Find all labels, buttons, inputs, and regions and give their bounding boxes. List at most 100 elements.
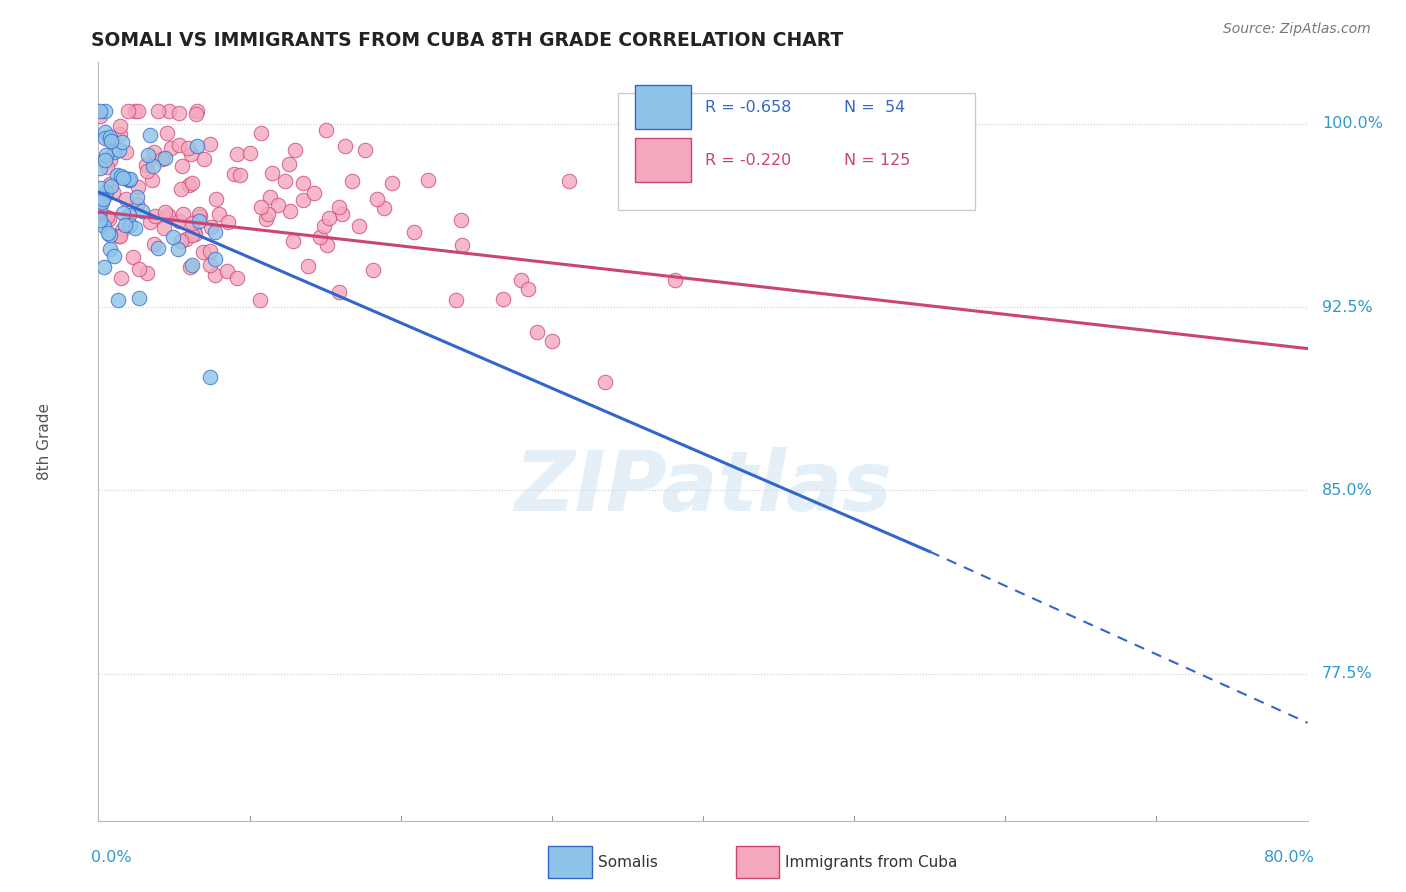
Point [98, 153, 121, 168]
Point [180, 258, 202, 272]
Point [112, 205, 135, 219]
Point [183, 224, 205, 238]
Point [187, 214, 209, 228]
Point [89, 204, 111, 219]
Text: N = 125: N = 125 [845, 153, 911, 168]
Point [593, 375, 616, 389]
Point [318, 211, 340, 225]
Point [190, 210, 212, 224]
Point [193, 152, 215, 166]
Point [259, 190, 281, 204]
Point [540, 334, 562, 349]
Point [179, 260, 201, 275]
Text: Immigrants from Cuba: Immigrants from Cuba [785, 855, 957, 870]
Point [249, 293, 271, 308]
Point [111, 135, 134, 149]
Point [186, 138, 208, 153]
Point [141, 172, 163, 186]
Point [204, 268, 226, 282]
Point [89, 203, 111, 218]
Point [280, 204, 302, 219]
FancyBboxPatch shape [636, 85, 690, 129]
Point [125, 190, 148, 204]
Point [169, 138, 191, 153]
Point [108, 120, 131, 134]
Point [127, 104, 149, 119]
Point [114, 219, 136, 233]
Point [124, 104, 146, 119]
Point [94, 153, 117, 168]
Point [180, 177, 202, 191]
Point [100, 178, 122, 192]
Point [135, 158, 157, 172]
FancyBboxPatch shape [619, 93, 976, 211]
Point [97, 212, 120, 227]
Point [143, 145, 166, 159]
Point [308, 230, 330, 244]
Point [207, 207, 229, 221]
Point [94, 185, 117, 199]
Text: SOMALI VS IMMIGRANTS FROM CUBA 8TH GRADE CORRELATION CHART: SOMALI VS IMMIGRANTS FROM CUBA 8TH GRADE… [91, 31, 844, 50]
Point [162, 229, 184, 244]
Point [160, 141, 183, 155]
Point [181, 227, 204, 242]
Text: R = -0.658: R = -0.658 [706, 100, 792, 115]
Point [128, 262, 150, 277]
Point [89, 104, 111, 119]
Text: Source: ZipAtlas.com: Source: ZipAtlas.com [1223, 22, 1371, 37]
Point [146, 241, 169, 255]
Point [157, 208, 180, 222]
Point [297, 259, 319, 273]
Point [111, 222, 134, 236]
Point [381, 176, 404, 190]
Point [215, 263, 238, 277]
Point [136, 164, 159, 178]
Point [291, 177, 314, 191]
Point [142, 159, 165, 173]
Point [224, 167, 246, 181]
Point [108, 229, 131, 244]
Point [100, 228, 122, 243]
Point [292, 193, 315, 207]
Point [250, 126, 273, 140]
Point [180, 146, 202, 161]
Point [89, 161, 111, 175]
Point [94, 125, 117, 139]
Point [157, 104, 180, 119]
Point [110, 270, 132, 285]
Point [98, 130, 121, 145]
Point [118, 218, 141, 232]
Text: ZIPatlas: ZIPatlas [515, 447, 891, 527]
Point [125, 197, 148, 211]
Point [225, 271, 247, 285]
Point [250, 200, 273, 214]
Point [94, 130, 117, 145]
Point [226, 147, 249, 161]
Point [100, 134, 122, 148]
Point [198, 136, 221, 151]
Point [91, 192, 114, 206]
Point [91, 190, 114, 204]
Point [517, 282, 540, 296]
Point [257, 207, 280, 221]
Point [108, 128, 131, 142]
Point [127, 180, 149, 194]
Point [260, 166, 283, 180]
Point [108, 229, 131, 244]
Point [98, 132, 121, 146]
Point [229, 168, 252, 182]
Point [402, 226, 425, 240]
Text: 100.0%: 100.0% [1322, 116, 1384, 131]
Point [446, 293, 468, 307]
Point [340, 174, 363, 188]
Point [110, 169, 132, 183]
Point [363, 263, 385, 277]
Point [254, 211, 277, 226]
Point [200, 219, 222, 234]
Point [115, 192, 138, 206]
Point [354, 144, 377, 158]
Point [510, 273, 533, 287]
Point [174, 232, 197, 246]
Point [316, 237, 339, 252]
Point [101, 185, 124, 199]
